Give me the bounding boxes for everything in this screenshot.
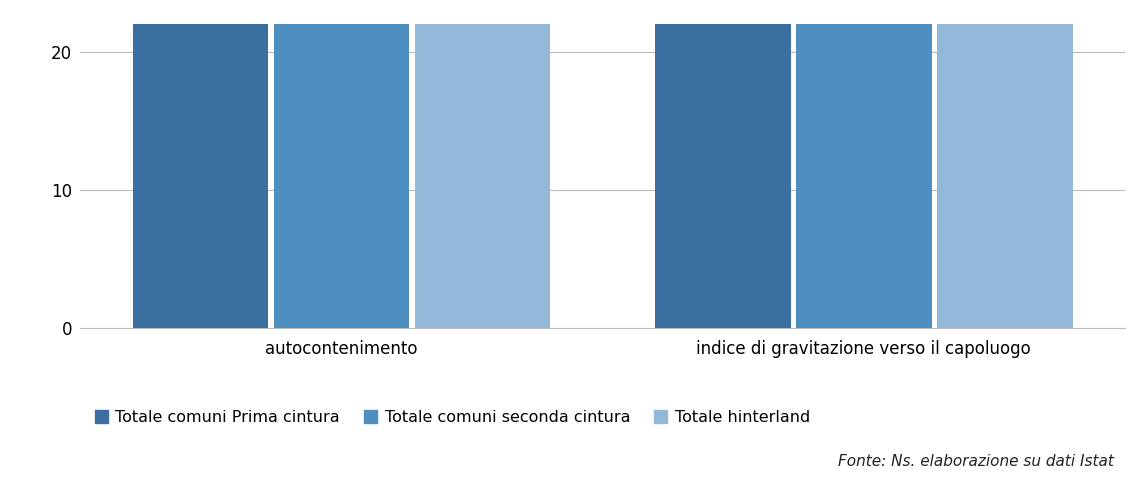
Text: Fonte: Ns. elaborazione su dati Istat: Fonte: Ns. elaborazione su dati Istat [838,454,1114,469]
Bar [132,0,269,328]
Bar [273,0,410,328]
Bar [796,0,932,328]
Legend: Totale comuni Prima cintura, Totale comuni seconda cintura, Totale hinterland: Totale comuni Prima cintura, Totale comu… [88,403,816,431]
Bar [937,0,1072,328]
Bar [414,0,550,328]
Bar [654,0,791,328]
